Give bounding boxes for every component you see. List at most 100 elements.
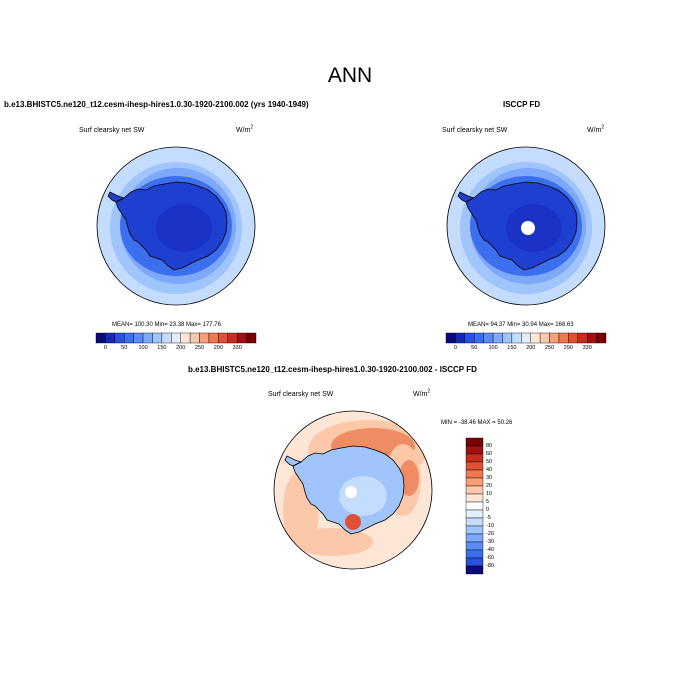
colorbar-swatch: [105, 332, 116, 344]
colorbar-swatch: [133, 332, 144, 344]
obs-field: [447, 147, 605, 305]
colorbar-swatch: [189, 332, 200, 344]
diff-warm-south-light: [293, 528, 373, 556]
colorbar-swatch: [577, 332, 588, 344]
colorbar-swatch: [152, 332, 163, 344]
stats-diff: MIN = -38.46 MAX = 50.26: [441, 420, 513, 426]
colorbar-tick-label: 250: [544, 345, 555, 351]
colorbar-swatch: [483, 332, 494, 344]
colorbar-swatch: [171, 332, 181, 344]
colorbar-diff-tick-label: 0: [486, 507, 490, 513]
colorbar-swatch: [549, 332, 560, 344]
peninsula-coastline: [457, 191, 476, 203]
colorbar-tick-label: 100: [488, 345, 498, 351]
diff-coastline: [292, 445, 405, 535]
diff-warm-ross: [345, 514, 361, 530]
colorbar-diff-swatch: [465, 517, 484, 527]
colorbar-diff-swatch: [465, 501, 484, 511]
colorbar-swatch: [455, 332, 466, 344]
colorbar-tick-label: 290: [563, 345, 573, 351]
colorbar-swatch: [218, 332, 228, 344]
colorbar-tick-label: 100: [138, 345, 148, 351]
colorbar-swatch: [199, 332, 210, 344]
diff-plateau-field: [339, 476, 387, 516]
variable-label-obs: Surf clearsky net SW: [442, 127, 508, 134]
colorbar-tick-label: 250: [194, 345, 205, 351]
colorbar-tick-label: 200: [526, 345, 536, 351]
colorbar-diff-tick-label: -30: [486, 539, 494, 545]
colorbar-swatch: [180, 332, 191, 344]
colorbar-diff: [465, 437, 484, 575]
colorbar-swatch: [558, 332, 569, 344]
colorbar-diff-swatch: [465, 533, 484, 543]
colorbar-swatch: [114, 332, 125, 344]
colorbar-swatch: [586, 332, 597, 344]
colorbar-swatch: [236, 332, 247, 344]
colorbar-swatch: [227, 332, 238, 344]
colorbar-ticks-obs: 0 50 100 150 200 250 290 330: [446, 345, 606, 355]
peninsula-coastline: [107, 191, 126, 203]
colorbar-swatch: [95, 332, 106, 344]
colorbar-ticks-model: 0 50 100 150 200 250 290 330: [96, 345, 256, 355]
colorbar-tick-label: 0: [103, 345, 107, 351]
panel-title-model: b.e13.BHISTC5.ne120_t12.cesm-ihesp-hires…: [4, 100, 309, 109]
diff-missing-pole: [345, 486, 357, 498]
colorbar-diff-tick-label: 60: [486, 451, 493, 457]
missing-data-pole: [521, 221, 535, 235]
colorbar-diff-swatch: [465, 509, 484, 519]
colorbar-tick-label: 50: [121, 345, 128, 351]
colorbar-diff-swatch: [465, 453, 484, 463]
colorbar-obs: [445, 332, 607, 344]
colorbar-diff-tick-label: 30: [486, 475, 493, 481]
colorbar-diff-tick-label: -40: [486, 547, 494, 553]
colorbar-tick-label: 200: [176, 345, 186, 351]
colorbar-diff-swatch: [465, 445, 484, 455]
colorbar-diff-tick-label: 80: [486, 443, 493, 449]
colorbar-diff-swatch: [465, 461, 484, 471]
colorbar-swatch: [568, 332, 578, 344]
colorbar-diff-swatch: [465, 437, 484, 447]
colorbar-swatch: [492, 332, 503, 344]
units-label-diff: W/m2: [413, 388, 431, 398]
colorbar-swatch: [161, 332, 172, 344]
units-label-model: W/m2: [236, 124, 254, 134]
colorbar-swatch: [208, 332, 219, 344]
colorbar-swatch: [521, 332, 531, 344]
units-label-obs: W/m2: [587, 124, 605, 134]
colorbar-tick-label: 0: [453, 345, 457, 351]
colorbar-tick-label: 150: [507, 345, 517, 351]
stats-obs: MEAN= 94.37 Min= 30.94 Max= 168.63: [468, 322, 574, 328]
colorbar-diff-swatch: [465, 549, 484, 559]
colorbar-tick-label: 330: [232, 345, 242, 351]
colorbar-diff-swatch: [465, 469, 484, 479]
colorbar-diff-tick-label: 5: [486, 499, 490, 505]
stats-model: MEAN= 100.30 Min= 23.38 Max= 177.76: [112, 322, 221, 328]
colorbar-swatch: [596, 332, 607, 344]
colorbar-diff-swatch: [465, 477, 484, 487]
map-border: [96, 146, 256, 306]
diff-peninsula-coastline: [284, 455, 303, 467]
colorbar-swatch: [445, 332, 456, 344]
colorbar-diff-tick-label: 40: [486, 467, 493, 473]
colorbar-diff-tick-label: 20: [486, 483, 493, 489]
colorbar-diff-tick-label: 10: [486, 491, 493, 497]
main-title: ANN: [327, 64, 373, 87]
colorbar-diff-swatch: [465, 525, 484, 535]
colorbar-tick-label: 330: [582, 345, 592, 351]
colorbar-tick-label: 290: [213, 345, 223, 351]
colorbar-diff-swatch: [465, 557, 484, 567]
colorbar-swatch: [474, 332, 484, 344]
coastline: [465, 181, 578, 271]
model-field: [97, 147, 255, 305]
colorbar-swatch: [530, 332, 541, 344]
polar-map-diff: [273, 410, 433, 570]
coastline: [115, 181, 228, 271]
variable-label-model: Surf clearsky net SW: [79, 127, 145, 134]
colorbar-swatch: [142, 332, 153, 344]
polar-map-model: [96, 146, 256, 306]
colorbar-swatch: [511, 332, 522, 344]
variable-label-diff: Surf clearsky net SW: [268, 391, 334, 398]
colorbar-swatch: [246, 332, 257, 344]
colorbar-diff-swatch: [465, 485, 484, 495]
panel-title-diff: b.e13.BHISTC5.ne120_t12.cesm-ihesp-hires…: [188, 365, 477, 374]
